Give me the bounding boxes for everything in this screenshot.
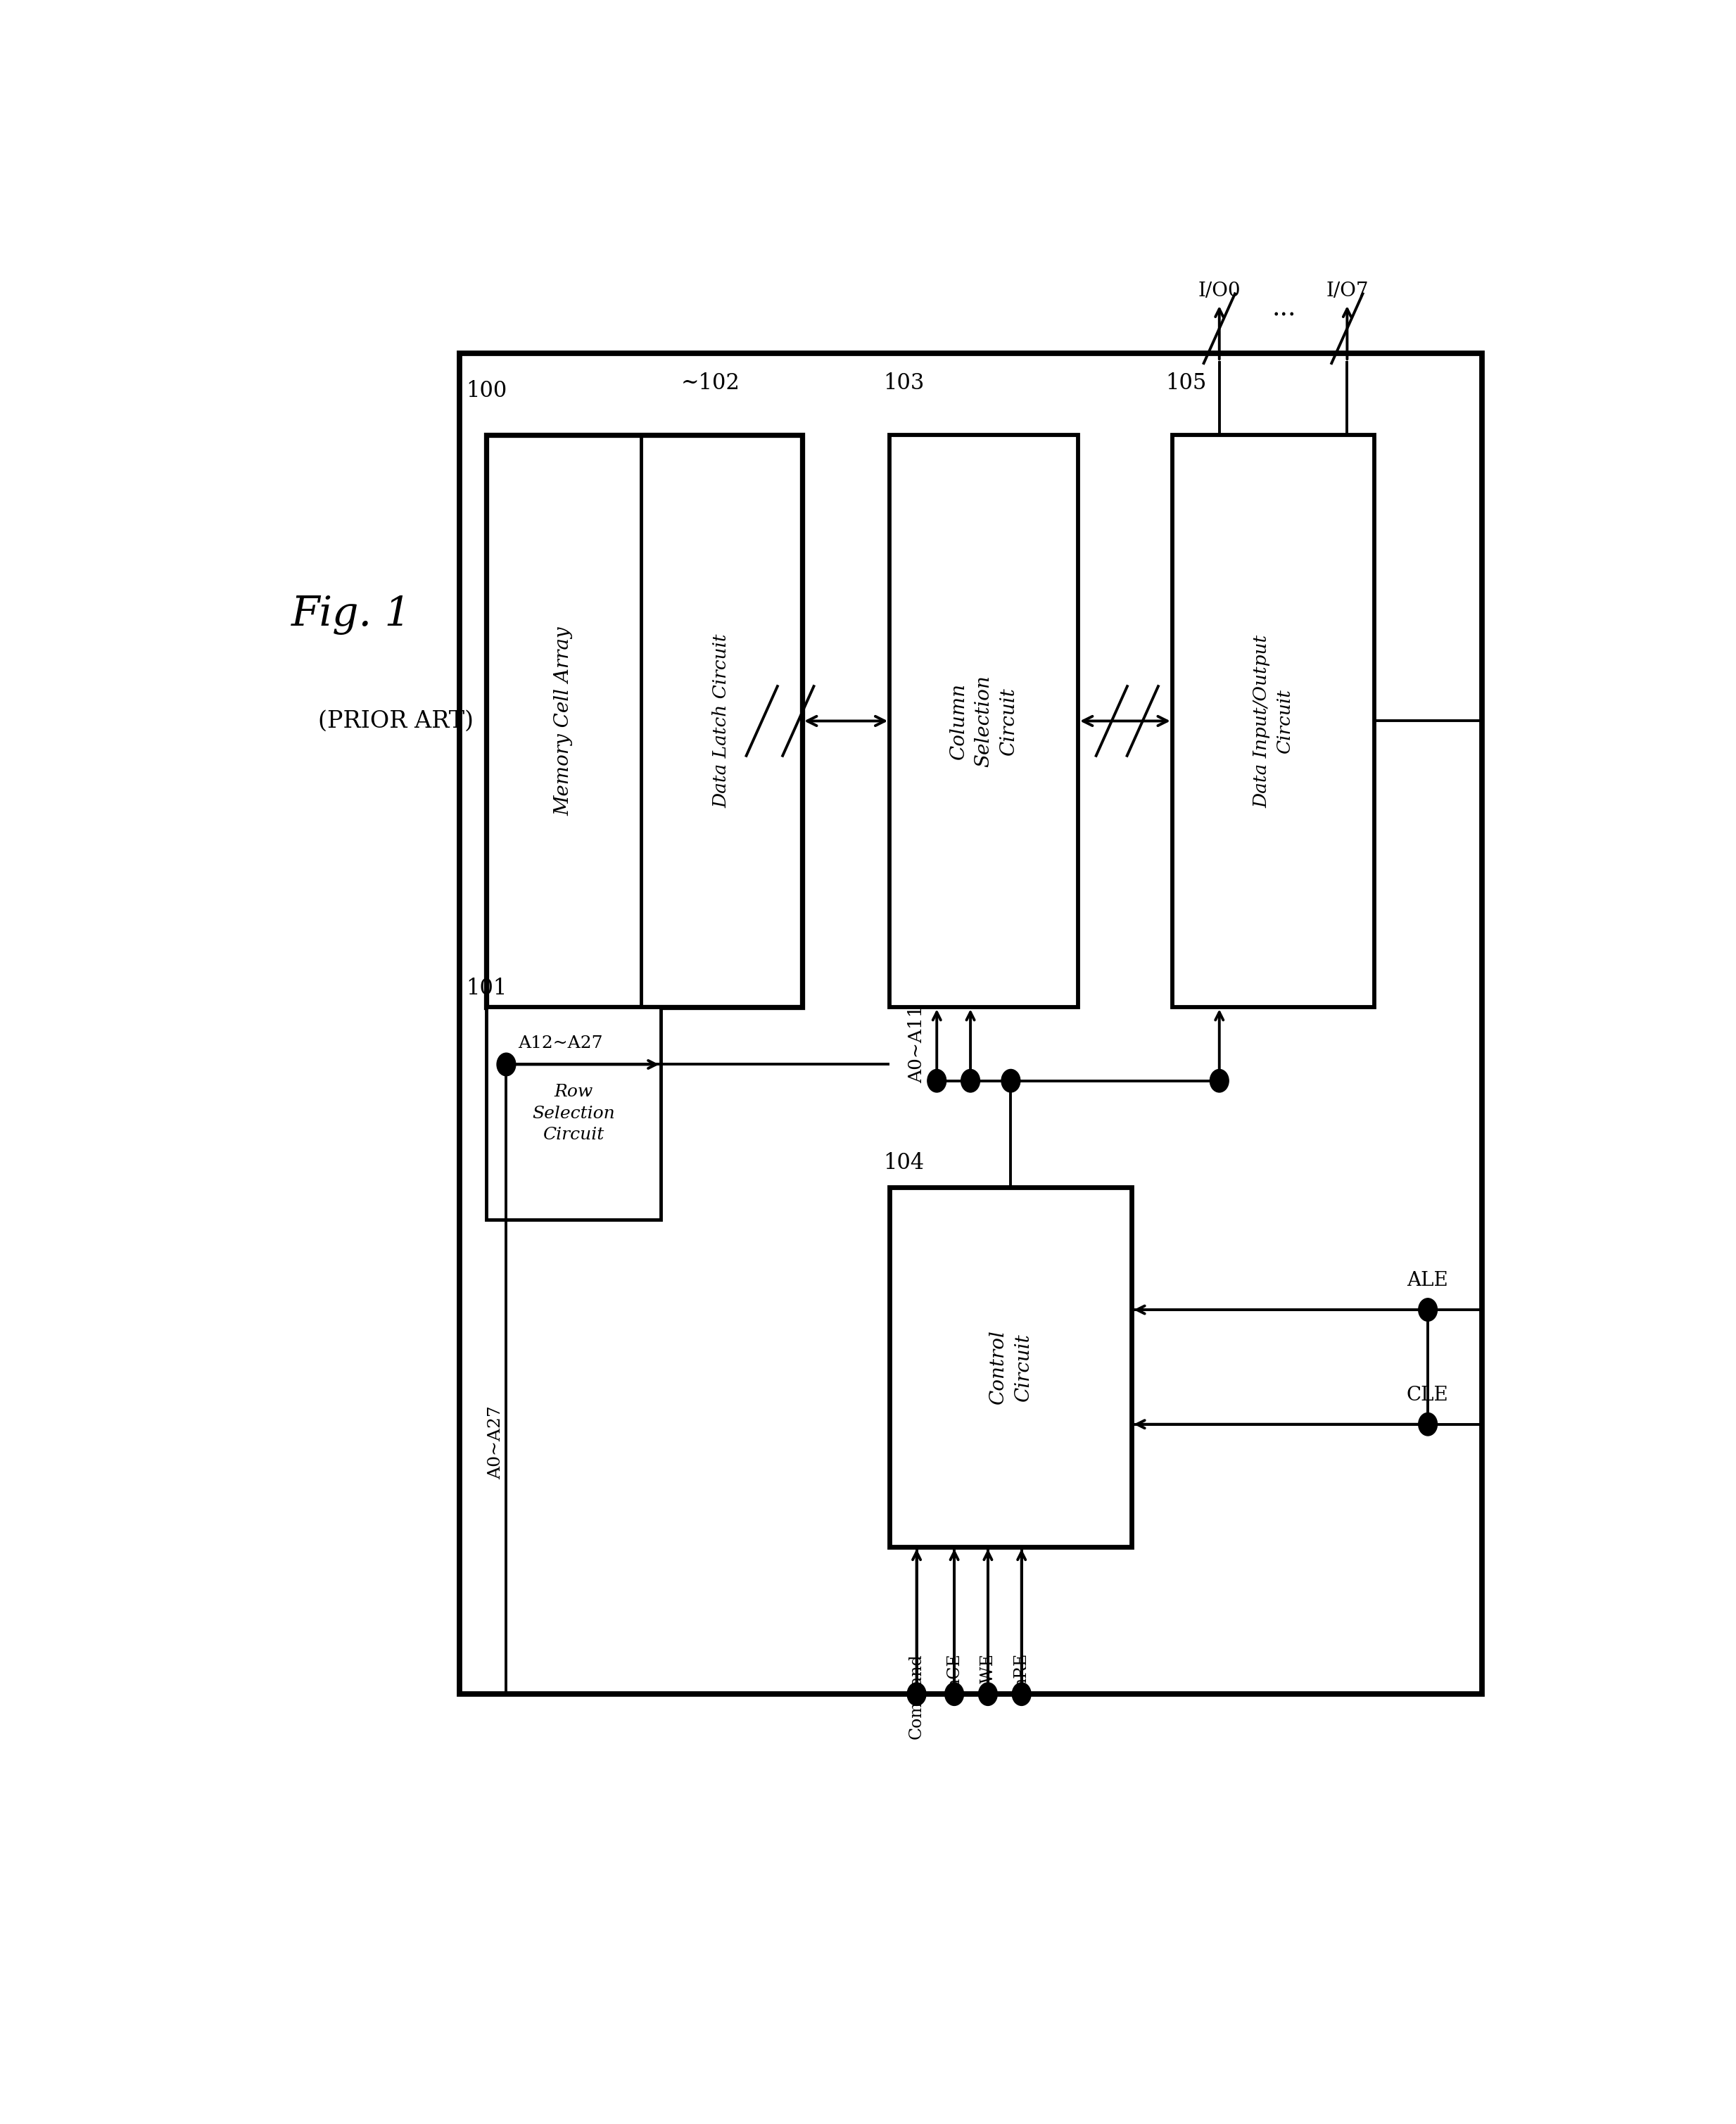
Circle shape [1210, 1068, 1229, 1092]
Text: nCE: nCE [946, 1652, 962, 1689]
Circle shape [496, 1054, 516, 1077]
Text: ...: ... [1272, 297, 1297, 321]
Text: Fig. 1: Fig. 1 [292, 595, 411, 635]
Circle shape [1002, 1068, 1021, 1092]
Bar [486, 1007, 661, 1219]
Text: CLE: CLE [1406, 1385, 1448, 1404]
Text: Control
Circuit: Control Circuit [990, 1330, 1033, 1404]
Circle shape [944, 1682, 963, 1706]
Text: Memory Cell Array: Memory Cell Array [554, 627, 573, 816]
Circle shape [1418, 1412, 1437, 1436]
Text: A0~A27: A0~A27 [488, 1406, 503, 1478]
Text: Command: Command [908, 1652, 925, 1740]
Text: 100: 100 [465, 380, 507, 401]
Text: nWE: nWE [979, 1652, 996, 1693]
Bar [458, 353, 1481, 1695]
Text: 105: 105 [1165, 372, 1207, 393]
Bar [1172, 435, 1375, 1007]
Bar [891, 435, 1078, 1007]
Circle shape [1418, 1298, 1437, 1321]
Text: A0~A11: A0~A11 [908, 1005, 925, 1083]
Text: 101: 101 [465, 977, 507, 998]
Bar [486, 435, 802, 1007]
Text: I/O7: I/O7 [1326, 280, 1368, 299]
Circle shape [962, 1068, 979, 1092]
Text: A12~A27: A12~A27 [517, 1034, 602, 1051]
Bar [891, 1187, 1132, 1546]
Text: ~102: ~102 [681, 372, 740, 393]
Circle shape [927, 1068, 946, 1092]
Text: I/O0: I/O0 [1198, 280, 1241, 299]
Circle shape [1012, 1682, 1031, 1706]
Text: Row
Selection
Circuit: Row Selection Circuit [533, 1083, 615, 1143]
Circle shape [908, 1682, 925, 1706]
Text: (PRIOR ART): (PRIOR ART) [318, 709, 474, 733]
Text: Data Input/Output
Circuit: Data Input/Output Circuit [1253, 635, 1293, 807]
Circle shape [979, 1682, 998, 1706]
Text: 104: 104 [884, 1151, 924, 1175]
Text: Column
Selection
Circuit: Column Selection Circuit [950, 675, 1019, 767]
Text: 103: 103 [884, 372, 924, 393]
Text: nRE: nRE [1014, 1652, 1029, 1689]
Text: Data Latch Circuit: Data Latch Circuit [713, 633, 731, 807]
Text: ALE: ALE [1406, 1270, 1448, 1289]
